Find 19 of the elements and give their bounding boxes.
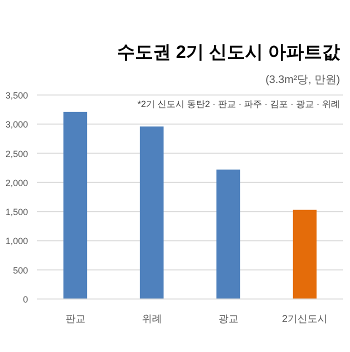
y-tick-label: 1,500 (5, 207, 28, 218)
y-tick-label: 3,500 (5, 90, 28, 100)
chart-title: 수도권 2기 신도시 아파트값 (116, 42, 341, 62)
x-tick-label: 2기신도시 (282, 314, 328, 325)
y-tick-label: 2,500 (5, 148, 28, 159)
bar (292, 210, 317, 299)
x-tick-label: 위례 (142, 314, 162, 325)
y-tick-label: 0 (22, 294, 28, 304)
bar (216, 170, 240, 299)
annotation: *2기 신도시 동탄2 · 판교 · 파주 · 김포 · 광교 · 위례 (137, 99, 340, 109)
y-tick-label: 500 (12, 265, 28, 276)
x-tick-label: 판교 (65, 314, 86, 325)
bar (140, 126, 164, 299)
chart-subtitle: (3.3m²당, 만원) (265, 74, 340, 86)
y-tick-label: 2,000 (5, 178, 28, 188)
y-tick-label: 1,000 (5, 236, 28, 246)
bar (63, 112, 88, 299)
y-tick-label: 3,000 (5, 120, 28, 130)
x-tick-label: 광교 (218, 314, 238, 325)
